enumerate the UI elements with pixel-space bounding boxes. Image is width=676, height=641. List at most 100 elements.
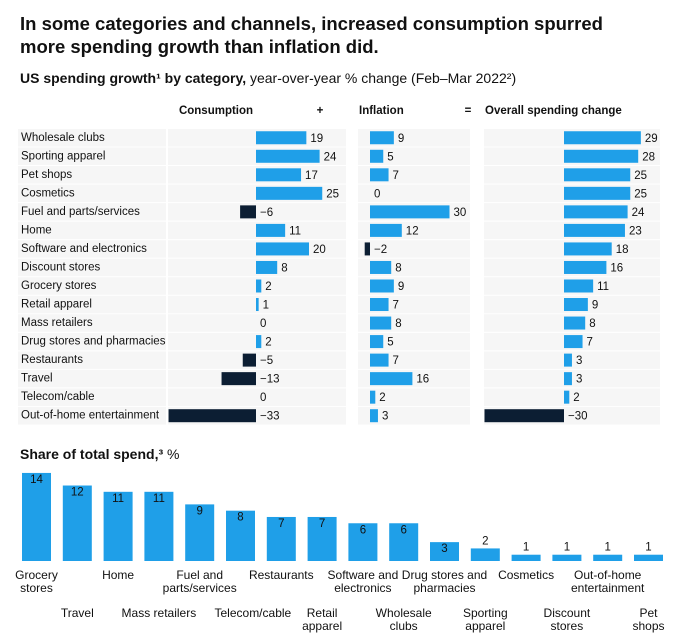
bar [256,298,259,312]
value-label: 30 [454,207,467,219]
bar [634,554,663,561]
value-label: 2 [265,281,271,293]
bar [370,205,450,219]
category-label: Discount stores [21,261,101,273]
category-label: Retail apparel [302,606,343,633]
bar [364,242,370,256]
value-label: 9 [398,281,404,293]
row-band [358,184,470,203]
row-band [358,406,470,425]
value-label: 2 [573,392,579,404]
value-label: 19 [310,133,323,145]
row-band [18,388,166,406]
value-label: 1 [263,300,269,312]
bar [370,279,394,293]
value-label: 8 [281,262,287,274]
value-label: 3 [576,374,582,386]
bar [256,260,278,274]
subtitle-row: US spending growth¹ by category, year-ov… [20,70,516,86]
chart-subtitle: year-over-year % change (Feb–Mar 2022²) [249,70,517,86]
category-label: Out-of-home entertainment [570,568,645,595]
value-label: −2 [374,244,387,256]
value-label: 18 [616,244,629,256]
bar [370,390,376,404]
bar [256,186,323,200]
row-band [168,203,346,221]
bar [256,131,307,145]
row-band [18,351,166,369]
bar [266,516,296,561]
row-band [18,277,166,295]
bar [256,149,320,163]
value-label: 11 [112,493,124,505]
category-label: Mass retailers [21,317,93,329]
bar [564,205,628,219]
value-label: 8 [395,262,401,274]
category-label: Out-of-home entertainment [21,410,160,422]
value-label: 3 [441,543,447,555]
value-label: 16 [610,262,623,274]
operator: + [317,105,324,117]
value-label: −13 [260,374,280,386]
row-band [18,406,166,425]
bar [564,131,641,145]
row-band [18,314,166,332]
category-label: Drug stores and pharmacies [21,336,166,348]
bar [470,548,500,561]
value-label: 7 [393,355,399,367]
value-label: 7 [393,300,399,312]
row-band [18,203,166,221]
row-band [168,314,346,332]
bar [242,353,256,367]
bar [564,372,572,386]
row-band [484,388,660,406]
bar [552,554,582,561]
value-label: 17 [305,170,318,182]
bar [370,372,413,386]
bar [370,223,402,237]
category-label: Pet shops [632,606,665,633]
bar [370,353,389,367]
category-label: Travel [21,373,53,385]
value-label: 5 [387,151,393,163]
bar [256,335,262,349]
bar [564,298,588,312]
row-band [358,388,470,406]
bar [307,516,337,561]
bar [370,168,389,182]
main-title: In some categories and channels, increas… [20,13,603,57]
chart-title: US spending growth¹ by category, [20,70,247,86]
value-label: 0 [260,392,266,404]
category-label: Fuel and parts/services [162,568,237,595]
bar [593,554,623,561]
category-label: Restaurants [248,568,314,582]
category-label: Mass retailers [121,606,197,620]
bar [370,409,378,423]
bar [221,372,256,386]
value-label: 25 [634,188,647,200]
value-label: 7 [587,337,593,349]
column-header: Overall spending change [485,105,622,117]
row-band [18,369,166,388]
subtitle-row: Share of total spend,³ % [20,446,179,462]
bar [370,131,394,145]
value-label: 1 [604,542,610,554]
row-band [18,332,166,351]
category-label: Home [21,224,52,236]
category-label: Home [102,568,135,582]
value-label: −30 [568,411,588,423]
category-label: Grocery stores [15,568,58,595]
category-label: Sporting apparel [462,606,508,633]
bar [185,504,215,561]
value-label: 6 [360,524,366,536]
category-label: Telecom/cable [214,606,292,620]
value-label: 2 [265,337,271,349]
value-label: 7 [393,170,399,182]
value-label: 9 [398,133,404,145]
bar [564,186,631,200]
category-label: Restaurants [21,354,83,366]
value-label: 25 [634,170,647,182]
row-band [358,240,470,258]
bar [370,260,392,274]
